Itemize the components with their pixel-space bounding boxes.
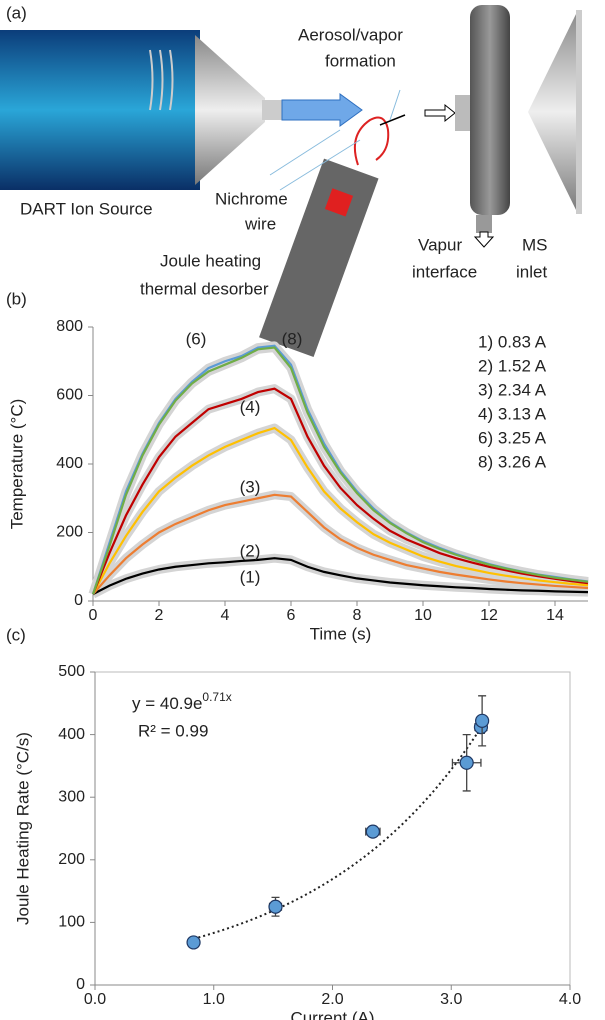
label: MS — [522, 235, 548, 254]
equation: y = 40.9e0.71x — [132, 690, 232, 713]
x-tick-label: 12 — [480, 607, 498, 624]
y-tick-label: 300 — [58, 788, 85, 805]
y-tick-label: 500 — [58, 663, 85, 680]
nozzle — [262, 100, 282, 120]
data-point — [268, 899, 283, 914]
panel-label: (c) — [6, 625, 26, 644]
interface-tube — [455, 95, 470, 131]
interface-disc — [470, 5, 510, 215]
x-tick-label: 4 — [221, 607, 230, 624]
x-tick-label: 2.0 — [321, 991, 343, 1008]
y-tick-label: 600 — [56, 387, 83, 404]
legend-entry: 1) 0.83 A — [478, 332, 547, 351]
x-tick-label: 4.0 — [559, 991, 581, 1008]
desorber-handle — [259, 158, 379, 358]
label: Vapur — [418, 235, 462, 254]
equation-exponent: 0.71x — [202, 690, 231, 704]
pointer — [279, 139, 361, 191]
y-tick-label: 200 — [56, 524, 83, 541]
series-line — [92, 557, 589, 596]
legend-entry: 4) 3.13 A — [478, 404, 547, 423]
inlet-arrow — [424, 103, 456, 123]
x-tick-label: 0.0 — [84, 991, 106, 1008]
label: DART Ion Source — [20, 199, 153, 218]
series-tag: (6) — [186, 329, 207, 348]
x-tick-label: 14 — [546, 607, 564, 624]
series-line — [92, 493, 589, 595]
legend-entry: 2) 1.52 A — [478, 356, 547, 375]
panel-label: (a) — [6, 3, 27, 22]
series-tag: (1) — [240, 567, 261, 586]
series-line — [91, 387, 589, 595]
label: thermal desorber — [140, 279, 269, 298]
y-tick-label: 400 — [58, 726, 85, 743]
equation-base: y = 40.9e — [132, 694, 202, 713]
series-tag: (4) — [240, 397, 261, 416]
pointer — [269, 129, 341, 176]
x-tick-label: 8 — [353, 607, 362, 624]
data-point — [365, 824, 380, 839]
series-line — [92, 426, 589, 595]
x-tick-label: 10 — [414, 607, 432, 624]
panel-a-diagram: (a) DART Ion Source Nichrome wire Aeroso… — [0, 3, 582, 358]
legend-entry: 3) 2.34 A — [478, 380, 547, 399]
x-tick-label: 0 — [89, 607, 98, 624]
label: formation — [325, 51, 396, 70]
label: Aerosol/vapor — [298, 25, 403, 44]
data-point — [475, 713, 490, 728]
ion-source-body — [0, 30, 200, 190]
y-tick-label: 0 — [74, 592, 83, 609]
plot-frame — [94, 671, 571, 986]
gas-stream — [281, 93, 363, 127]
x-axis-label: Time (s) — [310, 624, 372, 643]
series-line — [91, 346, 589, 595]
trendline — [193, 725, 483, 940]
series-tag: (3) — [240, 477, 261, 496]
data-point — [459, 755, 474, 770]
label: Joule heating — [160, 251, 261, 270]
y-tick-label: 400 — [56, 455, 83, 472]
arrow — [379, 114, 406, 126]
legend-entry: 6) 3.25 A — [478, 428, 547, 447]
legend-entry: 8) 3.26 A — [478, 452, 547, 471]
source-cone — [195, 35, 265, 185]
ms-plate — [576, 10, 582, 214]
nichrome-wire — [354, 116, 390, 166]
label: inlet — [516, 262, 547, 281]
x-tick-label: 2 — [155, 607, 164, 624]
label: wire — [244, 214, 276, 233]
data-point — [186, 935, 201, 950]
series-tag: (2) — [240, 541, 261, 560]
y-tick-label: 100 — [58, 914, 85, 931]
series-tag: (8) — [282, 329, 303, 348]
panel-label: (b) — [6, 289, 27, 308]
r-squared: R² = 0.99 — [138, 721, 208, 740]
x-tick-label: 3.0 — [440, 991, 462, 1008]
y-axis-label: Temperature (°C) — [7, 399, 26, 530]
source-grooves — [149, 49, 174, 111]
x-axis-label: Current (A) — [290, 1008, 374, 1020]
y-axis-label: Joule Heating Rate (°C/s) — [13, 732, 32, 925]
y-tick-label: 200 — [58, 851, 85, 868]
pointer — [389, 89, 401, 121]
x-tick-label: 1.0 — [203, 991, 225, 1008]
x-tick-label: 6 — [287, 607, 296, 624]
ms-cone — [528, 10, 578, 214]
y-tick-label: 0 — [76, 976, 85, 993]
vapor-port — [476, 215, 492, 233]
outlet-arrow — [473, 231, 495, 248]
label: Nichrome — [215, 189, 288, 208]
label: interface — [412, 262, 477, 281]
y-tick-label: 800 — [56, 318, 83, 335]
